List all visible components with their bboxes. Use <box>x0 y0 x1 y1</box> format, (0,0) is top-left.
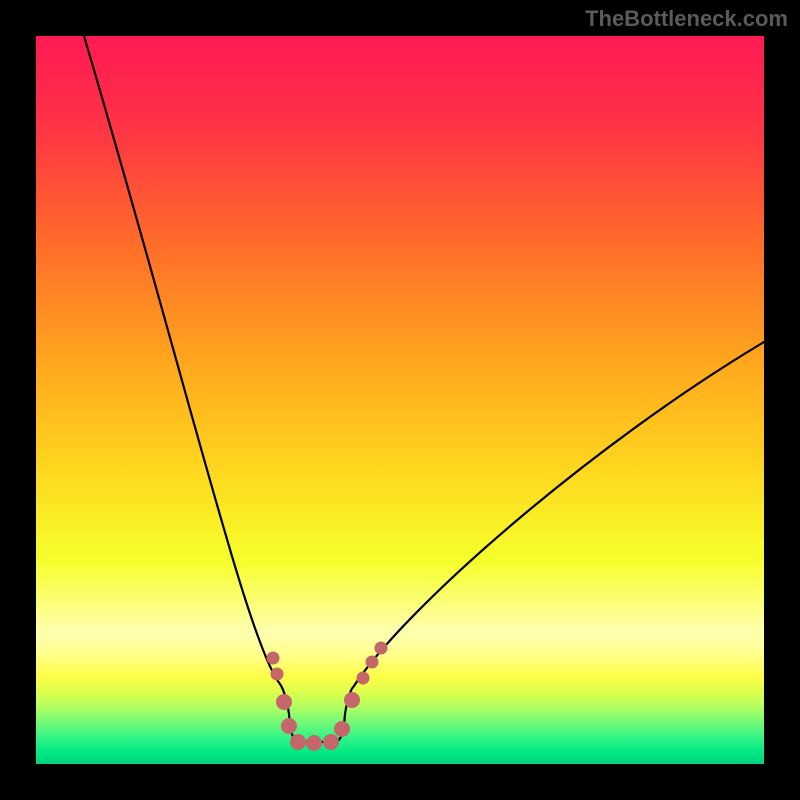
marker-dot <box>276 694 292 710</box>
marker-dot <box>306 735 322 751</box>
watermark-text: TheBottleneck.com <box>585 6 788 32</box>
marker-dot <box>366 656 379 669</box>
gradient-background <box>36 36 764 764</box>
chart-plot-area <box>36 36 764 764</box>
chart-svg <box>36 36 764 764</box>
marker-dot <box>357 672 370 685</box>
marker-dot <box>290 734 306 750</box>
marker-dot <box>344 692 360 708</box>
marker-dot <box>375 642 388 655</box>
marker-dot <box>267 652 280 665</box>
marker-dot <box>281 718 297 734</box>
marker-dot <box>334 721 350 737</box>
marker-dot <box>323 734 339 750</box>
marker-dot <box>271 668 284 681</box>
